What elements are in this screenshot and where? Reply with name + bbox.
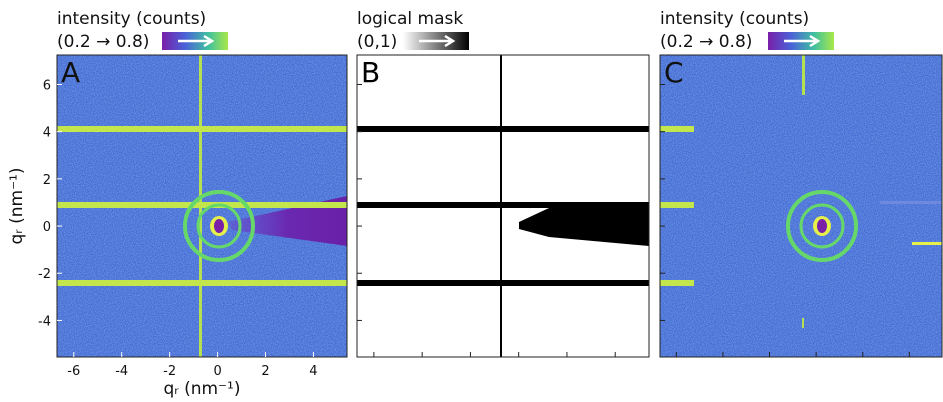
panel-b-image bbox=[357, 55, 649, 357]
panel-label: B bbox=[361, 56, 380, 89]
panel-a-image bbox=[57, 55, 347, 357]
colorbar-range: (0.2 → 0.8) bbox=[57, 32, 149, 52]
x-tick-label: -4 bbox=[115, 364, 128, 379]
colorbar-arrow bbox=[178, 34, 215, 48]
colorbar-range: (0,1) bbox=[357, 32, 397, 52]
y-tick-label: 6 bbox=[43, 78, 51, 93]
colorbar-title: intensity (counts) bbox=[57, 9, 206, 29]
x-tick-label: -2 bbox=[163, 364, 176, 379]
x-tick-label: 4 bbox=[309, 364, 317, 379]
x-tick-label: -6 bbox=[67, 364, 80, 379]
colorbar-title: intensity (counts) bbox=[660, 9, 809, 29]
y-tick-label: 4 bbox=[43, 126, 51, 141]
y-tick-label: 2 bbox=[43, 173, 51, 188]
colorbar-arrow bbox=[419, 34, 456, 48]
panel-a-frame bbox=[56, 54, 348, 358]
y-axis-label: qᵣ (nm⁻¹) bbox=[7, 168, 27, 245]
y-tick-label: -2 bbox=[38, 267, 51, 282]
x-tick-label: 0 bbox=[213, 364, 221, 379]
panel-c-frame bbox=[659, 54, 943, 358]
y-tick-label: -4 bbox=[38, 314, 51, 329]
colorbar-arrow bbox=[784, 34, 821, 48]
y-tick-label: 0 bbox=[43, 220, 51, 235]
x-tick-label: 2 bbox=[261, 364, 269, 379]
x-axis-label: qᵣ (nm⁻¹) bbox=[164, 379, 241, 399]
panel-c-image bbox=[660, 55, 942, 357]
panel-label: C bbox=[664, 56, 684, 89]
colorbar-title: logical mask bbox=[357, 9, 463, 29]
panel-b-frame bbox=[356, 54, 650, 358]
panel-label: A bbox=[61, 56, 80, 89]
colorbar-range: (0.2 → 0.8) bbox=[660, 32, 752, 52]
